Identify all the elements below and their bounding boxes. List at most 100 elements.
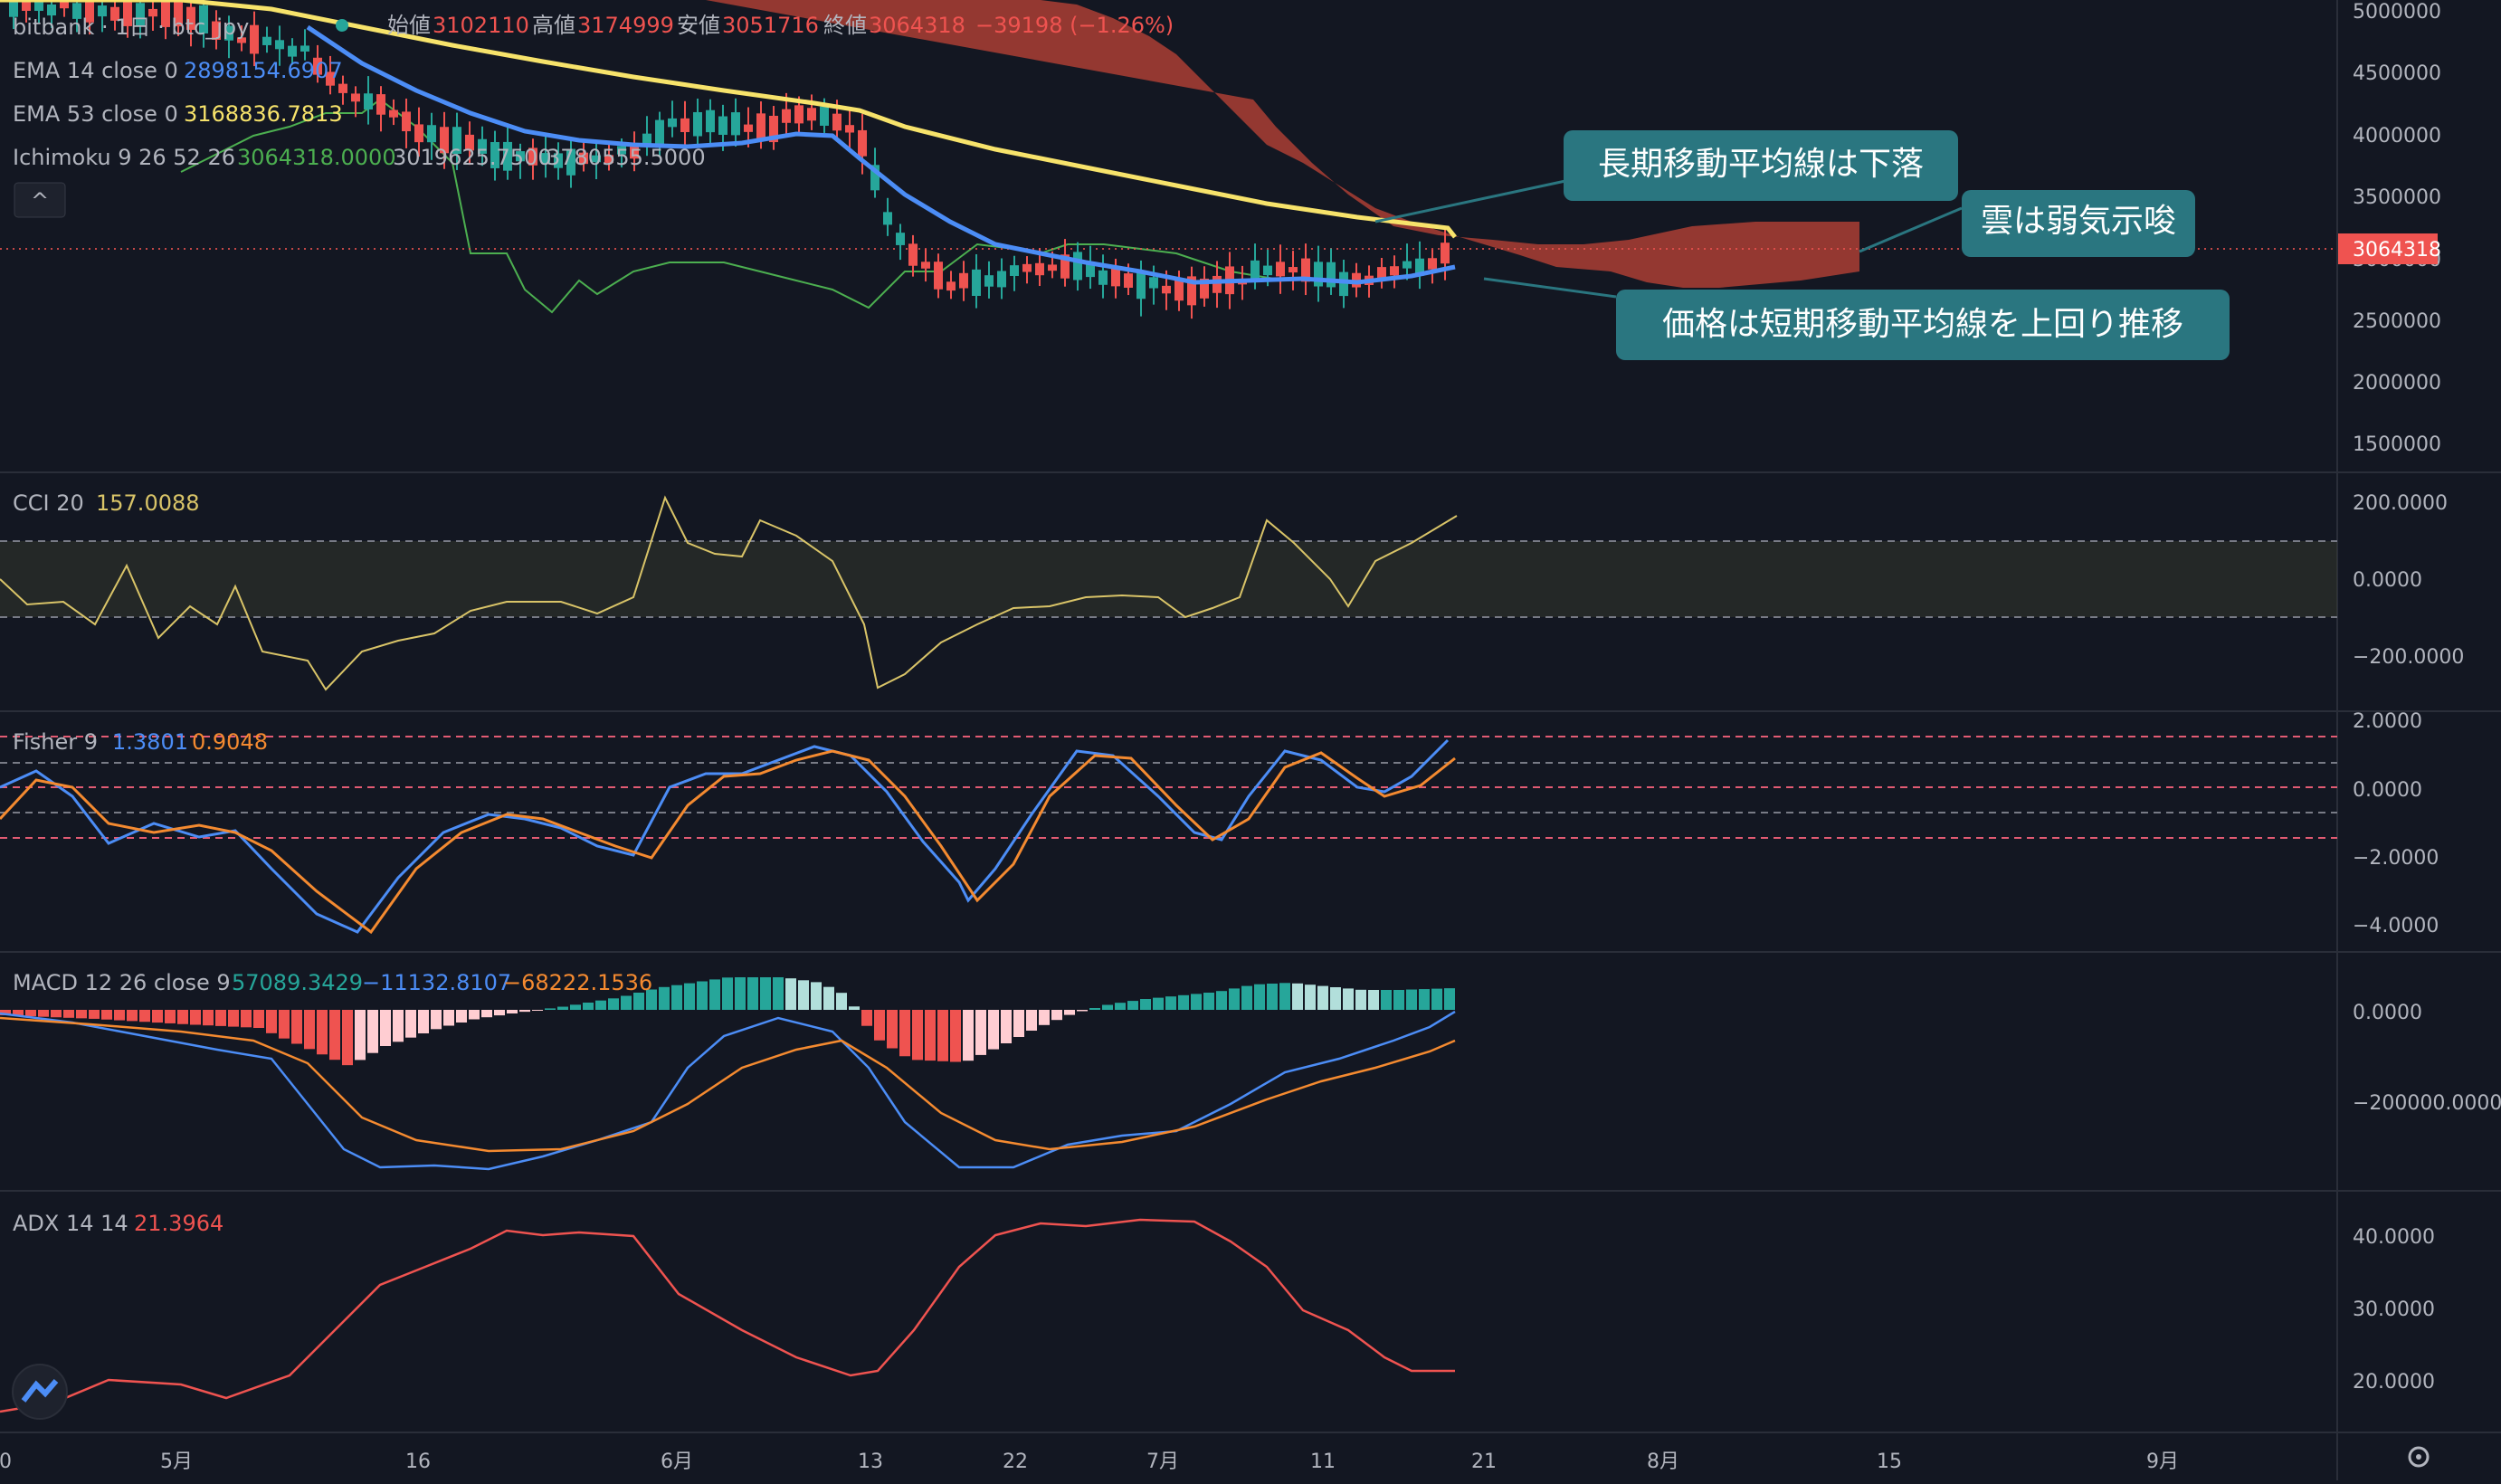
macd-bar <box>291 1010 302 1044</box>
macd-bar <box>1444 988 1455 1010</box>
macd-bar <box>215 1010 226 1026</box>
candle-body <box>1162 285 1171 294</box>
legend-collapse-button[interactable]: ^ <box>14 182 66 218</box>
candle-body <box>934 262 943 290</box>
macd-bar <box>38 1010 49 1017</box>
candle-body <box>1289 267 1298 273</box>
macd-tick: −200000.0000 <box>2353 1092 2501 1115</box>
macd-bar <box>519 1010 530 1013</box>
macd-axis[interactable]: 0.0000 −200000.0000 <box>2353 1002 2501 1115</box>
macd-bar <box>1051 1010 1062 1021</box>
annotation-short-ma[interactable]: 価格は短期移動平均線を上回り推移 <box>1483 277 2230 360</box>
candle-body <box>946 281 956 291</box>
price-axis[interactable]: 5000000 4500000 4000000 3500000 3000000 … <box>2338 1 2441 456</box>
candle-body <box>503 141 512 171</box>
cci-tick: 0.0000 <box>2353 569 2422 592</box>
time-tick: 5月 <box>160 1451 193 1473</box>
symbol-line[interactable]: bitbank · 1日 · btc_jpy <box>13 14 249 40</box>
candle-body <box>237 37 246 43</box>
candle-body <box>364 93 373 109</box>
macd-bar <box>253 1010 264 1028</box>
cci-name[interactable]: CCI 20 <box>13 490 84 516</box>
indicator-legend[interactable]: EMA 14 close 0 2898154.6907 EMA 53 close… <box>13 58 706 170</box>
candle-body <box>1187 276 1196 306</box>
macd-bar <box>342 1010 353 1066</box>
candle-body <box>440 127 449 154</box>
cci-line <box>0 495 1458 691</box>
current-price-badge <box>2338 233 2438 264</box>
ema53-value: 3168836.7813 <box>184 101 343 127</box>
macd-v3: −68222.1536 <box>503 970 652 995</box>
ohlc-close-label: 終値 <box>823 13 867 38</box>
candle-body <box>1212 275 1222 293</box>
macd-bar <box>139 1010 150 1023</box>
annotation-cloud[interactable]: 雲は弱気示唆 <box>1859 190 2195 257</box>
tradingview-logo[interactable] <box>12 1364 68 1420</box>
price-pane[interactable]: 長期移動平均線は下落 雲は弱気示唆 価格は短期移動平均線を上回り推移 bitba… <box>0 0 2337 360</box>
macd-bar <box>1153 997 1164 1010</box>
price-tick: 1500000 <box>2353 433 2441 456</box>
candle-body <box>1098 270 1108 285</box>
fisher-axis[interactable]: 2.0000 0.0000 −2.0000 −4.0000 <box>2353 710 2439 937</box>
macd-bar <box>735 977 746 1010</box>
macd-bar <box>1241 985 1252 1010</box>
macd-bar <box>380 1010 391 1046</box>
ichimoku-v2: 3019625.7500 <box>393 145 552 170</box>
macd-bar <box>1064 1010 1075 1015</box>
macd-pane[interactable]: MACD 12 26 close 9 57089.3429 −11132.810… <box>0 970 1456 1171</box>
macd-bar <box>633 993 644 1010</box>
macd-bar <box>1355 989 1366 1010</box>
macd-bar <box>418 1010 429 1033</box>
fisher-pane[interactable]: Fisher 9 1.3801 0.9048 <box>0 729 2337 935</box>
cci-axis[interactable]: 200.0000 0.0000 −200.0000 <box>2353 492 2464 669</box>
settings-gear-icon[interactable] <box>2408 1446 2430 1468</box>
adx-tick: 30.0000 <box>2353 1298 2435 1321</box>
macd-signal-line <box>0 1016 1456 1153</box>
adx-tick: 20.0000 <box>2353 1371 2435 1394</box>
candle-body <box>541 153 550 165</box>
macd-bar <box>1178 994 1189 1010</box>
time-axis[interactable]: 0 5月 16 6月 13 22 7月 11 21 8月 15 9月 <box>0 1451 2179 1473</box>
cci-tick: 200.0000 <box>2353 492 2448 515</box>
macd-bar <box>1089 1008 1100 1010</box>
adx-name[interactable]: ADX 14 14 <box>13 1211 128 1236</box>
macd-bar <box>190 1010 201 1025</box>
macd-bar <box>1115 1003 1126 1010</box>
macd-bar <box>507 1010 518 1013</box>
ema53-name[interactable]: EMA 53 close 0 <box>13 101 178 127</box>
adx-tick: 40.0000 <box>2353 1226 2435 1249</box>
macd-bar <box>1102 1004 1113 1010</box>
macd-bar <box>1026 1010 1037 1031</box>
fisher-name[interactable]: Fisher 9 <box>13 729 98 755</box>
ema14-value: 2898154.6907 <box>184 58 343 83</box>
candle-body <box>1010 265 1019 276</box>
ema14-name[interactable]: EMA 14 close 0 <box>13 58 178 83</box>
macd-bar <box>51 1010 62 1018</box>
candle-body <box>452 127 461 154</box>
candle-body <box>680 118 689 132</box>
candle-body <box>972 269 981 297</box>
candle-body <box>1086 262 1095 278</box>
candle-body <box>1403 261 1412 269</box>
macd-bar <box>1317 985 1328 1010</box>
candle-body <box>1124 273 1133 288</box>
candle-body <box>465 134 474 151</box>
fisher-v2: 0.9048 <box>192 729 268 755</box>
ohlc-low-value: 3051716 <box>722 13 819 38</box>
adx-pane[interactable]: ADX 14 14 21.3964 <box>0 1211 1455 1420</box>
candle-body <box>1415 258 1424 276</box>
adx-axis[interactable]: 40.0000 30.0000 20.0000 <box>2353 1226 2435 1394</box>
candle-body <box>402 111 411 132</box>
macd-bar <box>798 980 809 1010</box>
macd-name[interactable]: MACD 12 26 close 9 <box>13 970 231 995</box>
macd-bar <box>177 1010 188 1024</box>
candle-body <box>1314 262 1323 287</box>
cci-pane[interactable]: CCI 20 157.0088 <box>0 490 2337 691</box>
candle-body <box>148 8 157 17</box>
candle-body <box>642 133 651 145</box>
price-tick: 5000000 <box>2353 1 2441 24</box>
annotation-long-ma[interactable]: 長期移動平均線は下落 <box>1374 130 1958 224</box>
ichimoku-name[interactable]: Ichimoku 9 26 52 26 <box>13 145 235 170</box>
